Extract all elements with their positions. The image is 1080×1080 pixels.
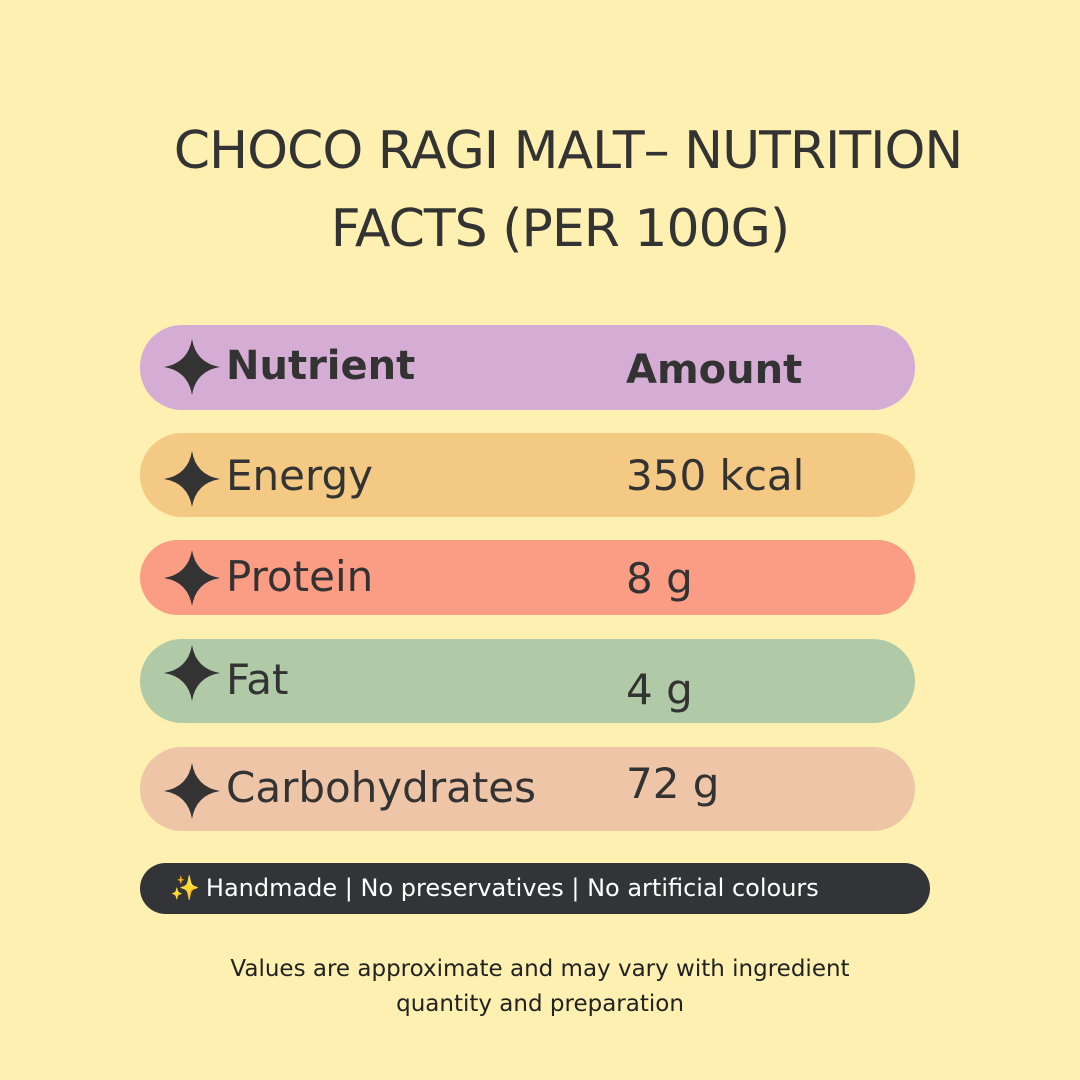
- table-row-energy: Energy 350 kcal: [140, 433, 915, 517]
- nutrient-name: Protein: [226, 552, 374, 601]
- table-row-fat: Fat 4 g: [140, 639, 915, 723]
- header-nutrient-label: Nutrient: [226, 343, 416, 389]
- nutrient-amount: 72 g: [626, 759, 720, 808]
- features-badge-text: Handmade | No preservatives | No artific…: [205, 874, 819, 902]
- four-point-star-icon: [162, 337, 222, 397]
- nutrient-name: Carbohydrates: [226, 763, 537, 812]
- sparkles-icon: ✨: [170, 874, 200, 902]
- disclaimer-line-1: Values are approximate and may vary with…: [230, 956, 850, 982]
- nutrient-name: Fat: [226, 655, 289, 704]
- four-point-star-icon: [162, 643, 222, 703]
- four-point-star-icon: [162, 449, 222, 509]
- nutrient-amount: 8 g: [626, 554, 693, 603]
- nutrient-name: Energy: [226, 451, 374, 500]
- four-point-star-icon: [162, 548, 222, 608]
- title-line-2: FACTS (PER 100G): [330, 199, 790, 259]
- table-header-row: Nutrient Amount: [140, 325, 915, 410]
- table-row-protein: Protein 8 g: [140, 540, 915, 615]
- page-title: CHOCO RAGI MALT– NUTRITION FACTS (PER 10…: [0, 112, 1080, 268]
- disclaimer-line-2: quantity and preparation: [396, 991, 684, 1017]
- nutrient-amount: 350 kcal: [626, 451, 805, 500]
- features-badge: ✨ Handmade | No preservatives | No artifi…: [140, 863, 930, 914]
- four-point-star-icon: [162, 761, 222, 821]
- header-amount-label: Amount: [626, 347, 803, 393]
- nutrient-amount: 4 g: [626, 665, 693, 714]
- disclaimer-note: Values are approximate and may vary with…: [0, 952, 1080, 1022]
- title-line-1: CHOCO RAGI MALT– NUTRITION: [173, 121, 964, 181]
- table-row-carbohydrates: Carbohydrates 72 g: [140, 747, 915, 831]
